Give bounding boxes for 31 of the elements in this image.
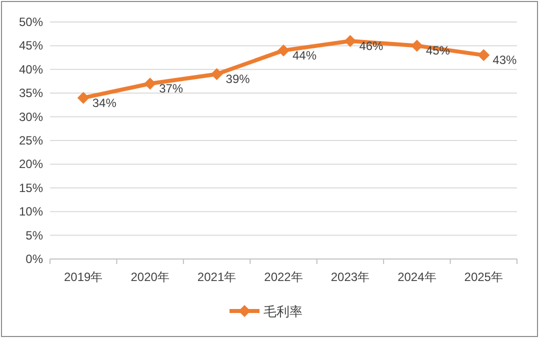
point [144,78,156,90]
ytick: 10% [18,204,43,219]
ytick: 35% [18,86,43,100]
ytick: 40% [18,62,43,76]
xtick: 2025年 [464,270,503,284]
ytick: 45% [18,38,43,53]
xtick: 2019年 [64,270,103,284]
legend-label: 毛利率 [264,304,302,319]
ytick: 50% [18,15,43,29]
point [478,49,490,62]
xtick: 2023年 [330,270,370,284]
data-label: 39% [226,72,250,86]
ytick: 25% [18,134,43,148]
ytick: 5% [26,228,43,242]
xtick: 2020年 [130,270,170,284]
point [410,40,423,52]
ytick: 15% [18,180,43,195]
data-label: 34% [92,96,116,110]
point [210,68,223,80]
xtick: 2024年 [398,270,436,284]
point [278,44,290,56]
data-label: 44% [292,48,317,62]
point [77,92,90,104]
ytick: 20% [18,157,43,172]
ytick: 0% [26,252,43,266]
xtick: 2022年 [264,270,303,284]
point [344,34,356,47]
ytick: 30% [18,110,43,124]
data-label: 43% [492,53,517,68]
xtick: 2021年 [197,270,236,284]
data-label: 37% [159,82,184,96]
